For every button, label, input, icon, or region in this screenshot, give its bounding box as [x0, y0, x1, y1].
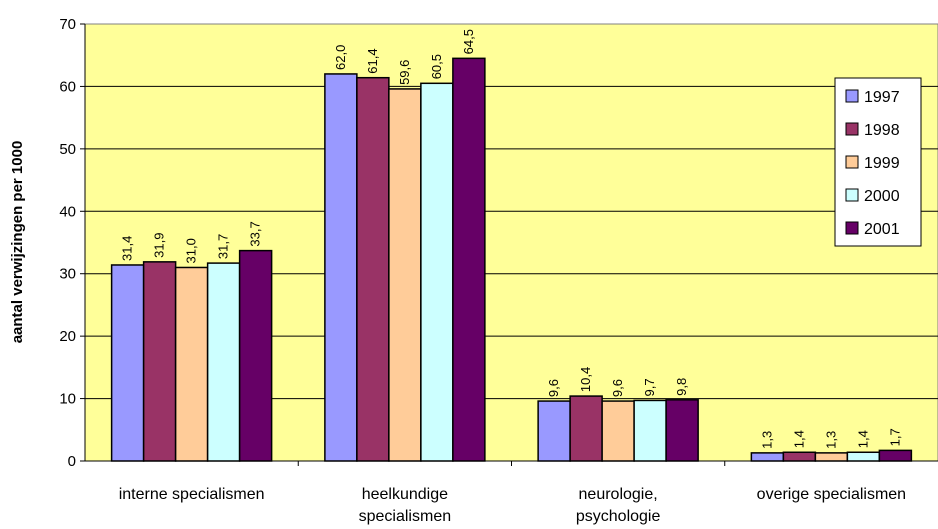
x-category-label: interne specialismen: [119, 486, 265, 503]
data-label: 64,5: [461, 29, 476, 54]
bar: [324, 73, 358, 462]
legend-label: 2000: [864, 188, 900, 205]
data-label: 61,4: [365, 48, 380, 73]
data-label: 9,6: [610, 379, 625, 397]
legend-label: 2001: [864, 221, 900, 238]
data-label: 60,5: [429, 54, 444, 79]
y-tick-label: 10: [59, 391, 76, 408]
data-label: 1,3: [823, 431, 838, 449]
bar: [878, 449, 913, 462]
bar: [814, 452, 849, 462]
legend-swatch: [845, 221, 859, 235]
y-tick-label: 30: [59, 266, 76, 283]
data-label: 31,7: [216, 234, 231, 259]
legend-swatch: [845, 188, 859, 202]
data-label: 1,4: [791, 430, 806, 448]
bar: [356, 76, 390, 462]
data-label: 33,7: [248, 221, 263, 246]
bar: [750, 452, 785, 462]
bar: [142, 261, 177, 462]
bar: [633, 399, 667, 462]
x-axis-categories: interne specialismen heelkundige specialis…: [119, 461, 906, 525]
bars: [110, 57, 913, 462]
y-tick-label: 20: [59, 328, 76, 345]
y-axis-ticks: 0 10 20 30 40 50 60 70: [59, 16, 938, 470]
y-tick-label: 60: [59, 78, 76, 95]
data-label: 1,4: [855, 430, 870, 448]
bar: [420, 82, 454, 462]
data-label: 9,7: [642, 378, 657, 396]
y-tick-label: 70: [59, 16, 76, 33]
bar: [110, 264, 145, 462]
x-category-label: specialismen: [359, 508, 451, 525]
legend-label: 1997: [864, 89, 900, 106]
legend: 1997 1998 1999 2000 2001: [834, 77, 922, 247]
bar: [537, 400, 571, 462]
data-label: 31,4: [120, 236, 135, 261]
bar: [782, 451, 817, 462]
x-category-label: overige specialismen: [757, 486, 906, 503]
x-category-label: heelkundige: [362, 486, 448, 503]
bar: [452, 57, 486, 462]
y-tick-label: 40: [59, 203, 76, 220]
bar: [569, 395, 603, 462]
legend-swatch: [845, 89, 859, 103]
data-label: 1,3: [759, 431, 774, 449]
data-label: 10,4: [578, 367, 593, 392]
bar: [206, 262, 241, 462]
y-tick-label: 0: [68, 453, 76, 470]
data-label: 59,6: [397, 60, 412, 85]
y-axis-label: aantal verwijzingen per 1000: [9, 141, 26, 344]
data-label: 9,6: [546, 379, 561, 397]
data-label: 31,9: [152, 233, 167, 258]
bar: [846, 451, 881, 462]
x-category-label: neurologie,: [579, 486, 658, 503]
data-label: 1,7: [887, 428, 902, 446]
legend-swatch: [845, 122, 859, 136]
bar: [174, 266, 209, 462]
legend-label: 1998: [864, 122, 900, 139]
bar: [388, 88, 422, 462]
y-tick-label: 50: [59, 141, 76, 158]
legend-swatch: [845, 155, 859, 169]
legend-label: 1999: [864, 155, 900, 172]
x-category-label: psychologie: [576, 508, 661, 525]
data-labels: 31,4 31,9 31,0 31,7 33,7 62,0 61,4 59,6 60,5 64,5…: [120, 29, 903, 449]
bar: [601, 400, 635, 462]
data-label: 62,0: [333, 45, 348, 70]
bar: [665, 399, 699, 462]
bar: [238, 249, 273, 462]
data-label: 31,0: [184, 238, 199, 263]
data-label: 9,8: [674, 378, 689, 396]
